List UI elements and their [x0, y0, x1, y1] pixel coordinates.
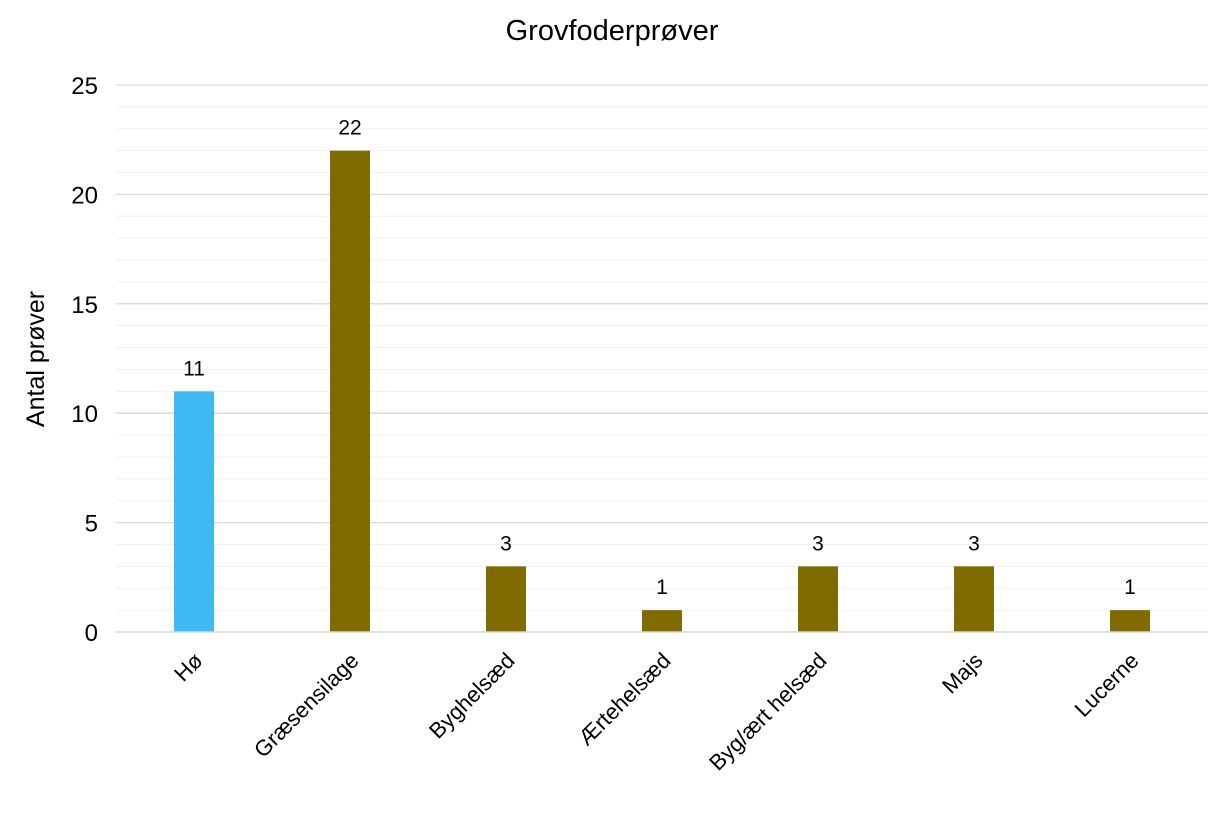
bar — [174, 391, 214, 632]
data-label: 3 — [968, 532, 980, 555]
data-labels: 11 22 3 1 3 3 1 — [183, 117, 1136, 599]
data-label: 1 — [656, 576, 668, 599]
x-category-label: Byghelsæd — [424, 648, 520, 744]
y-tick-label: 25 — [71, 73, 98, 100]
data-label: 22 — [338, 117, 361, 140]
y-tick-label: 5 — [85, 511, 98, 538]
data-label: 1 — [1124, 576, 1136, 599]
x-category-label: Hø — [169, 648, 207, 686]
data-label: 11 — [183, 357, 205, 380]
y-tick-label: 15 — [71, 292, 98, 319]
bars — [174, 150, 1150, 632]
x-category-label: Byg/ært helsæd — [704, 648, 831, 775]
bar — [1110, 610, 1150, 632]
x-category-label: Majs — [937, 648, 988, 699]
gridlines — [116, 84, 1208, 611]
y-axis-label: Antal prøver — [22, 291, 50, 427]
data-label: 3 — [500, 532, 512, 555]
bar — [954, 566, 994, 632]
bar — [642, 610, 682, 632]
bar — [330, 150, 370, 632]
x-category-label: Græsensilage — [249, 648, 364, 763]
y-tick-label: 20 — [71, 182, 98, 209]
bar — [798, 566, 838, 632]
bar — [486, 566, 526, 632]
chart-title: Grovfoderprøver — [506, 15, 719, 47]
x-axis-ticks: Hø Græsensilage Byghelsæd Ærtehelsæd Byg/ært… — [169, 648, 1143, 775]
y-tick-label: 10 — [71, 401, 98, 428]
y-axis-ticks: 0 5 10 15 20 25 — [71, 73, 98, 647]
data-label: 3 — [812, 532, 824, 555]
x-category-label: Ærtehelsæd — [573, 648, 675, 750]
x-category-label: Lucerne — [1070, 648, 1144, 722]
y-tick-label: 0 — [85, 620, 98, 647]
